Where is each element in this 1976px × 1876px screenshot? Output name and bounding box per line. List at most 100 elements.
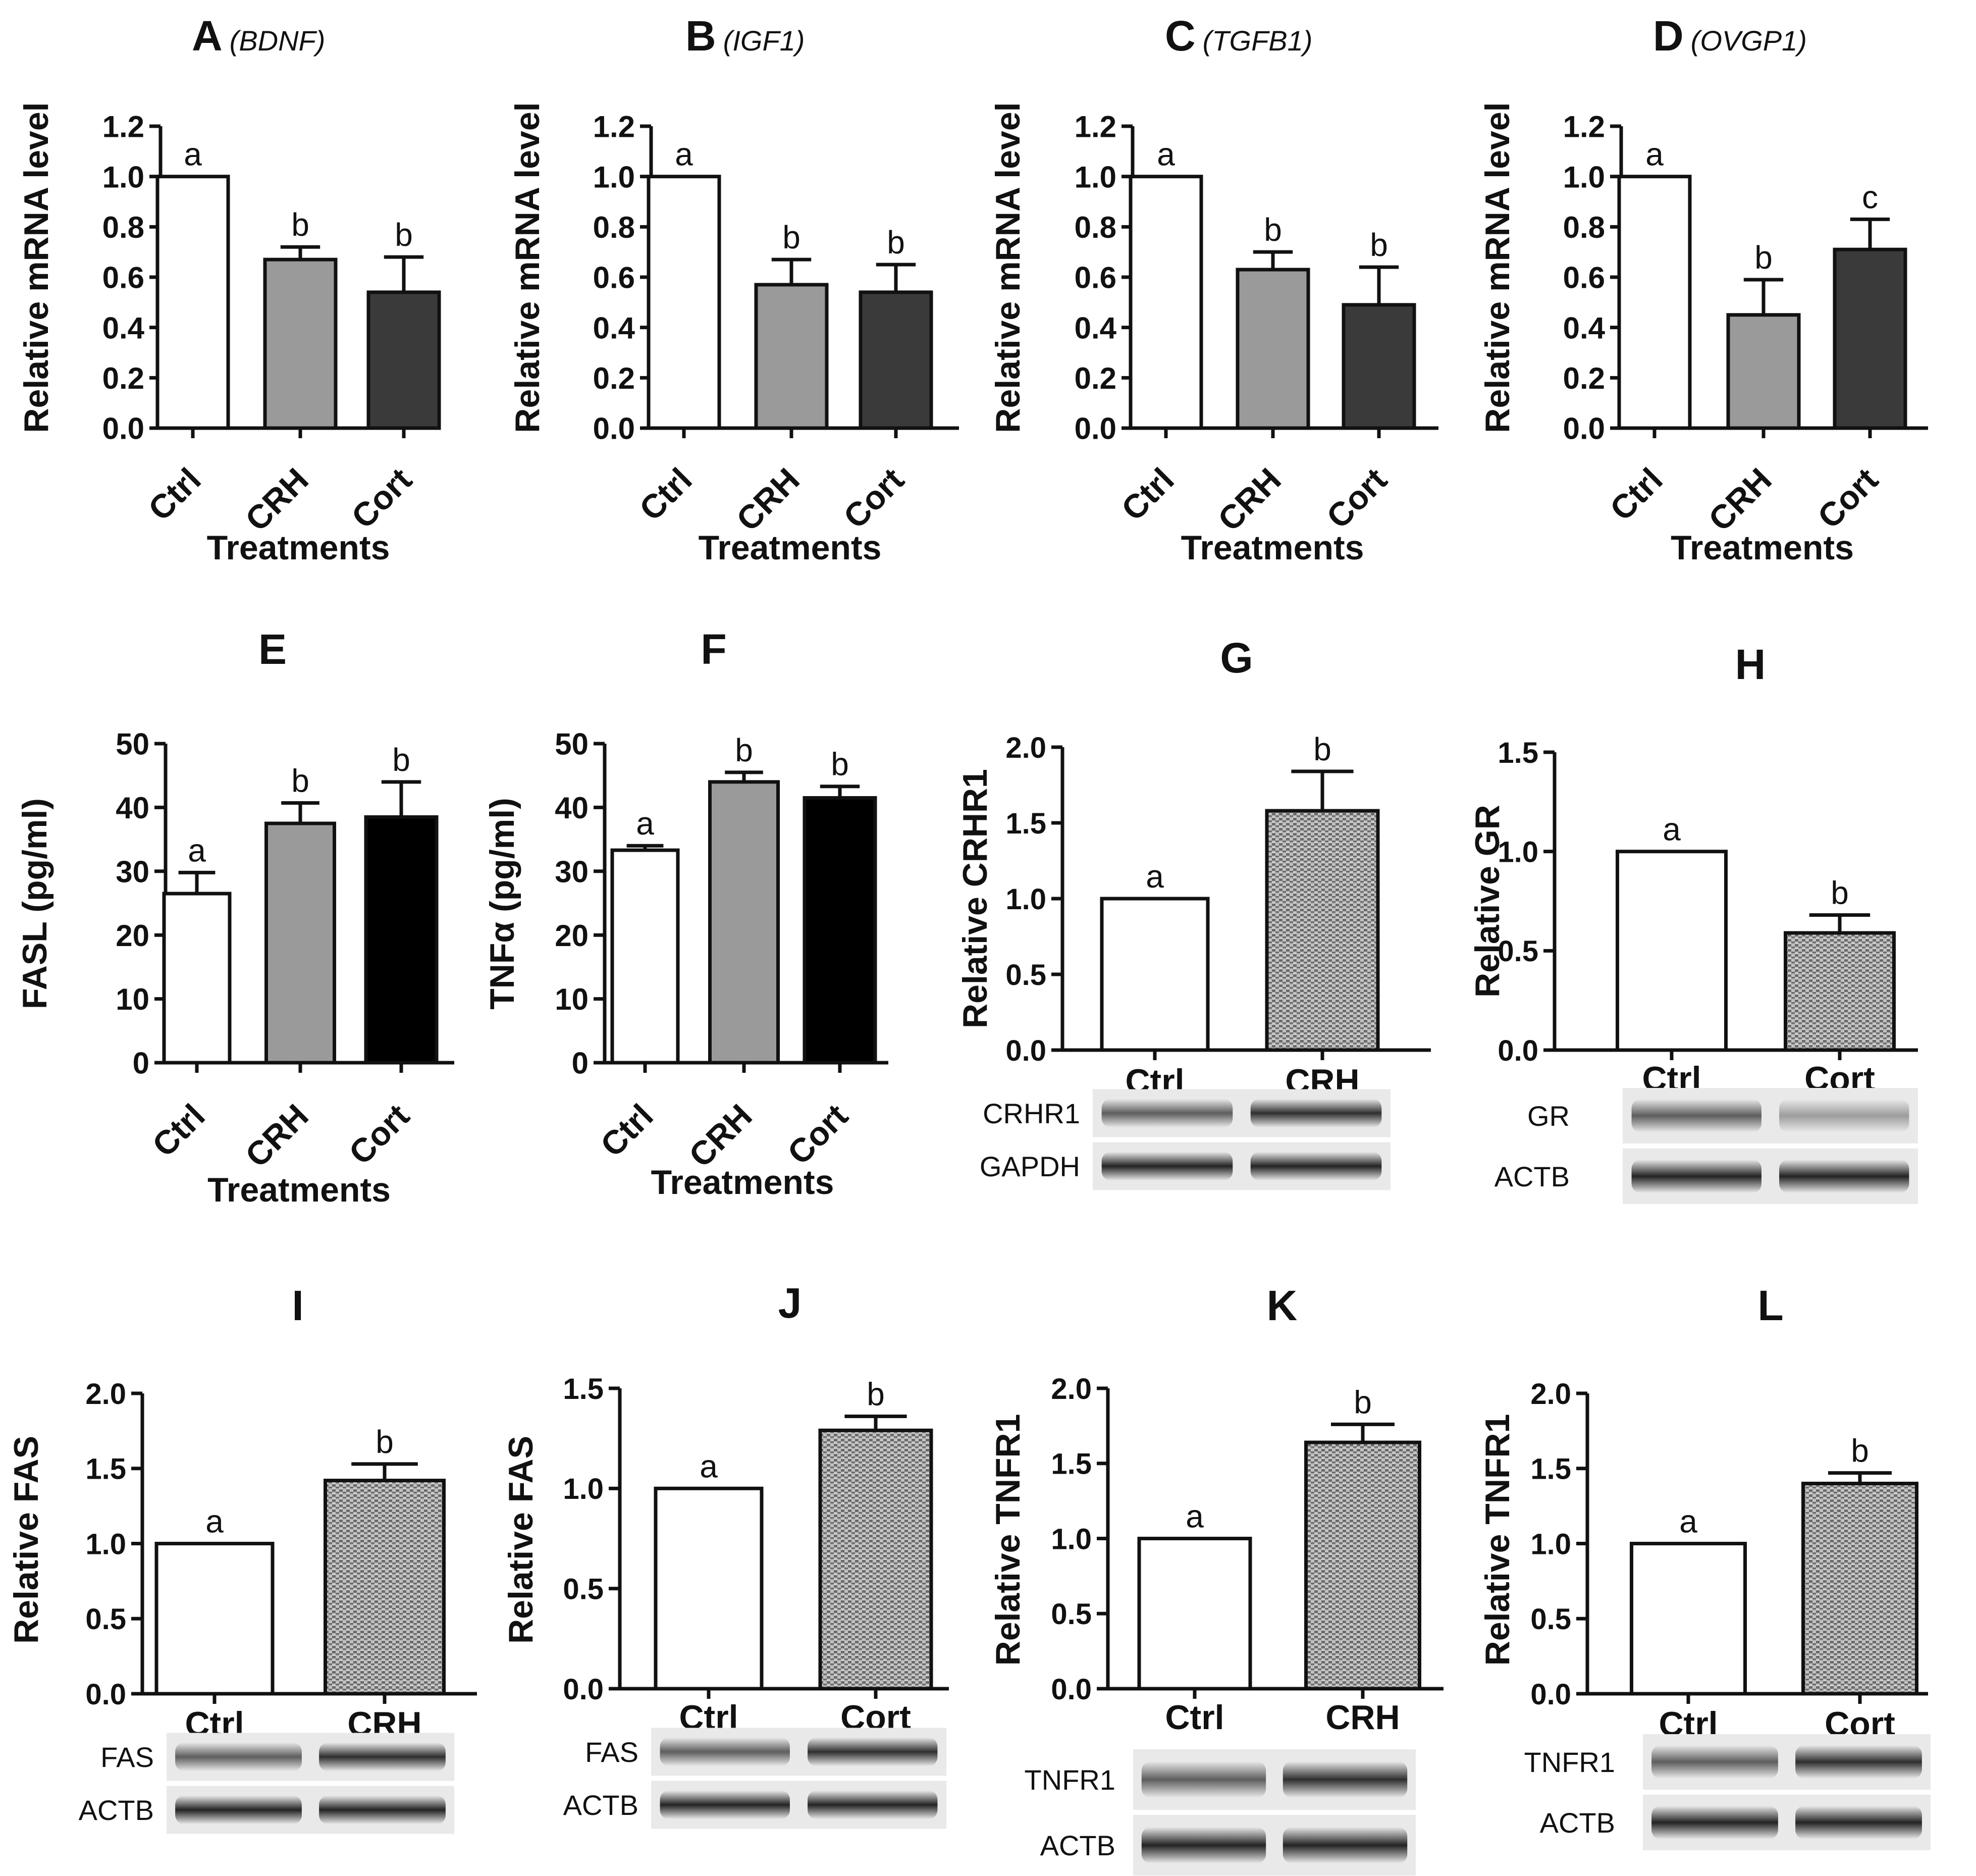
- significance-letter: b: [376, 1424, 394, 1460]
- category-label: Ctrl: [632, 461, 699, 528]
- y-tick-label: 0.2: [1075, 361, 1116, 395]
- panel-title: H: [1735, 641, 1766, 688]
- significance-letter: b: [1831, 875, 1849, 911]
- category-label: Ctrl: [145, 1097, 212, 1164]
- blot-label: GAPDH: [980, 1151, 1080, 1182]
- y-tick-label: 0: [133, 1047, 149, 1080]
- y-tick-label: 0.8: [1563, 211, 1605, 244]
- y-tick-label: 0.6: [1563, 261, 1605, 295]
- y-axis-label: Relative FAS: [7, 1436, 45, 1644]
- significance-letter: a: [636, 805, 654, 842]
- y-tick-label: 20: [116, 919, 149, 953]
- significance-letter: a: [1679, 1503, 1697, 1540]
- panel-letter: D: [1653, 12, 1684, 60]
- y-tick-label: 0.0: [1005, 1034, 1046, 1067]
- y-tick-label: 1.0: [1530, 1528, 1571, 1560]
- blot-label: GR: [1527, 1100, 1570, 1132]
- y-tick-label: 0.5: [85, 1603, 126, 1636]
- y-tick-label: 1.5: [85, 1453, 126, 1486]
- significance-letter: c: [1862, 179, 1878, 215]
- y-tick-label: 1.0: [1075, 160, 1116, 194]
- y-axis-label: Relative CRHR1: [956, 769, 994, 1028]
- blot-label: TNFR1: [1025, 1764, 1115, 1796]
- category-label: Cort: [1810, 461, 1885, 536]
- category-label: CRH: [238, 1097, 315, 1174]
- bar-cort: [366, 290, 441, 430]
- blot-band: [1779, 1099, 1909, 1132]
- y-tick-label: 0.0: [85, 1678, 126, 1711]
- bar-ctrl: [162, 892, 232, 1065]
- bar-ctrl: [1617, 175, 1692, 430]
- blot-label: ACTB: [563, 1789, 638, 1821]
- blot-band: [319, 1742, 446, 1771]
- blot-band: [319, 1795, 446, 1825]
- y-tick-label: 1.2: [1563, 110, 1605, 144]
- bar-cort: [803, 796, 877, 1065]
- blot-label: FAS: [585, 1736, 638, 1768]
- bar-ctrl: [610, 848, 680, 1065]
- significance-letter: a: [1663, 811, 1681, 848]
- y-tick-label: 2.0: [1530, 1378, 1571, 1411]
- category-label: CRH: [681, 1097, 759, 1174]
- panel-title: G: [1220, 634, 1253, 682]
- y-tick-label: 0.0: [563, 1673, 604, 1706]
- y-tick-label: 0.2: [102, 361, 144, 395]
- category-label: Cort: [344, 461, 419, 536]
- chart-panel-b: B (IGF1) Relative mRNA level 0.0 0.2 0.4 0.6 0.…: [508, 12, 959, 567]
- bar-ctrl: [1100, 897, 1210, 1052]
- category-label: Cort: [780, 1097, 855, 1172]
- y-tick-label: 30: [555, 855, 589, 889]
- panel-title: A (BDNF): [192, 12, 325, 60]
- gene-name: (TGFB1): [1203, 25, 1313, 57]
- panel-letter: F: [701, 626, 726, 673]
- panel-title: B (IGF1): [685, 12, 805, 60]
- chart-panel-k: K Relative TNFR1 0.0 0.5 1.0 1.5 2.0 a Ctrl b CRH T…: [989, 1282, 1444, 1875]
- bar-crh: [1304, 1440, 1421, 1691]
- significance-letter: a: [1146, 858, 1164, 895]
- panel-title: L: [1757, 1282, 1783, 1329]
- blot-label: ACTB: [79, 1794, 154, 1826]
- blot-band: [1141, 1827, 1266, 1863]
- significance-letter: b: [831, 746, 849, 783]
- y-tick-label: 1.0: [563, 1473, 604, 1505]
- y-tick-label: 0.8: [1075, 211, 1116, 244]
- bar-crh: [708, 780, 780, 1065]
- y-tick-label: 1.0: [85, 1528, 126, 1560]
- blot-band: [1651, 1806, 1778, 1839]
- chart-panel-a: A (BDNF) Relative mRNA level 0.0 0.2 0.4 0.6 0.…: [17, 12, 441, 567]
- bar-crh: [264, 821, 336, 1065]
- panel-letter: C: [1165, 12, 1196, 60]
- bar-ctrl: [1616, 850, 1728, 1052]
- y-tick-label: 1.0: [1051, 1523, 1092, 1555]
- y-tick-label: 40: [555, 791, 589, 825]
- significance-letter: a: [188, 832, 206, 868]
- blot-band: [660, 1790, 790, 1819]
- category-label: Ctrl: [1603, 461, 1670, 528]
- blot-band: [1250, 1152, 1382, 1181]
- y-tick-label: 50: [555, 727, 589, 761]
- panel-letter: B: [685, 12, 716, 60]
- bar-ctrl: [154, 1542, 275, 1696]
- y-tick-label: 0.5: [1051, 1598, 1092, 1631]
- bar-cort: [818, 1428, 933, 1691]
- y-axis-label: Relative mRNA level: [989, 102, 1027, 433]
- y-tick-label: 0.2: [1563, 361, 1605, 395]
- significance-letter: a: [1186, 1498, 1204, 1535]
- y-tick-label: 0.8: [593, 211, 635, 244]
- blot-band: [1631, 1160, 1761, 1193]
- bar-crh: [263, 257, 338, 430]
- y-tick-label: 0.0: [1051, 1673, 1092, 1706]
- panel-letter: H: [1735, 641, 1766, 688]
- significance-letter: b: [395, 217, 413, 253]
- blot-band: [1631, 1099, 1761, 1132]
- blot-label: ACTB: [1540, 1807, 1615, 1839]
- y-axis-label: Relative GR: [1468, 805, 1507, 998]
- y-tick-label: 0.6: [102, 261, 144, 295]
- y-tick-label: 0.6: [593, 261, 635, 295]
- y-tick-label: 1.2: [1075, 110, 1116, 144]
- y-tick-label: 1.5: [1005, 807, 1046, 840]
- x-axis-label: Treatments: [207, 1171, 391, 1209]
- y-tick-label: 1.2: [593, 110, 635, 144]
